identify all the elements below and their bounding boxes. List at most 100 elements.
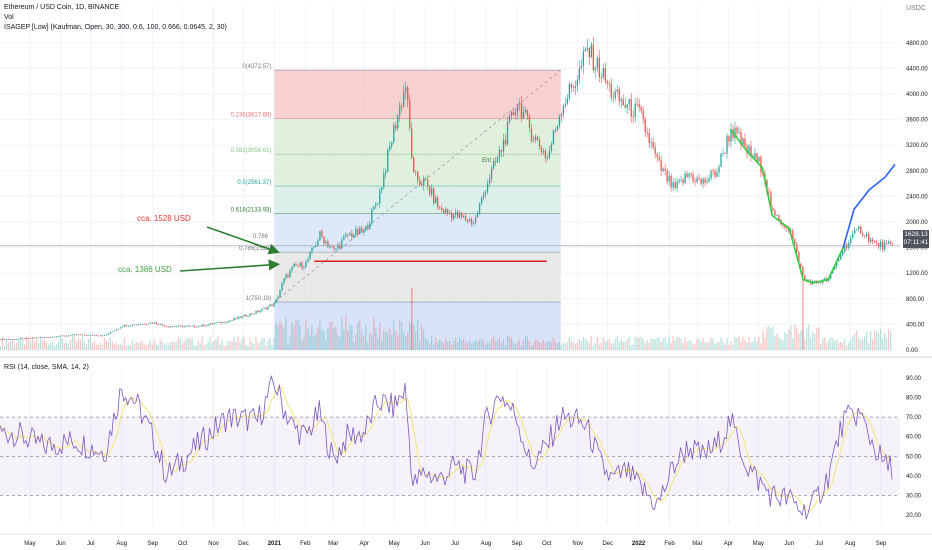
symbol-title[interactable]: Ethereum / USD Coin, 1D, BINANCE: [4, 4, 120, 11]
volume-bar: [638, 337, 640, 350]
candle: [411, 128, 413, 158]
volume-bar: [618, 341, 620, 350]
volume-bar: [407, 332, 409, 350]
candle: [688, 173, 690, 177]
volume-bar: [556, 343, 558, 350]
volume-bar: [660, 342, 662, 350]
volume-bar: [576, 342, 578, 350]
indicator-legend[interactable]: ISAGEP [Low] (Kaufman, Open, 30, 300, 0.…: [4, 24, 227, 31]
time-axis[interactable]: May Jun Jul Aug Sep Oct Nov Dec 2021 Feb Mar Apr May…: [0, 533, 932, 547]
candle: [736, 127, 738, 133]
candle: [385, 171, 387, 174]
volume-bar: [59, 336, 62, 350]
volume-bar: [682, 342, 684, 350]
candle: [365, 225, 367, 230]
candle: [616, 89, 618, 92]
candle: [247, 316, 249, 318]
candle: [321, 231, 323, 237]
volume-bar: [169, 342, 171, 350]
volume-bar: [564, 343, 566, 350]
volume-bar: [241, 338, 243, 350]
rsi-legend[interactable]: RSI (14, close, SMA, 14, 2): [4, 364, 89, 371]
volume-bar: [786, 333, 788, 350]
volume-bar: [798, 333, 800, 350]
upper-price-annotation[interactable]: cca. 1528 USD: [137, 214, 191, 223]
candle: [546, 157, 549, 159]
price-series[interactable]: [0, 36, 900, 340]
volume-bar: [47, 344, 50, 350]
volume-bar: [664, 337, 666, 350]
volume-bar: [454, 337, 457, 350]
price-axis[interactable]: 4800.00 4400.00 4000.00 3600.00 3200.00 2800.…: [906, 41, 928, 519]
candle: [5, 339, 8, 340]
volume-bar: [802, 280, 804, 350]
volume-bar: [367, 342, 369, 350]
candle: [355, 228, 357, 235]
candle: [437, 197, 439, 208]
volume-bar: [718, 342, 720, 350]
candle: [684, 173, 686, 184]
volume-bar: [127, 345, 129, 350]
indicator-line-green: [729, 128, 844, 284]
volume-bar: [778, 336, 780, 350]
candle: [147, 323, 149, 325]
candle: [301, 262, 303, 268]
candle: [542, 151, 545, 153]
time-tick-label: 2022: [632, 541, 646, 547]
volume-bar: [568, 337, 570, 350]
annotation-arrows[interactable]: [179, 226, 280, 272]
volume-bar: [153, 339, 155, 350]
volume-bar: [766, 327, 768, 350]
candle: [664, 168, 666, 171]
volume-bar: [476, 342, 479, 350]
candle: [335, 248, 337, 250]
candle: [640, 107, 642, 111]
candle: [498, 149, 501, 158]
price-tick-label: 0.00: [906, 348, 918, 354]
volume-bar: [135, 342, 137, 350]
candle: [838, 259, 840, 262]
candle: [139, 324, 141, 326]
time-tick-label: May: [24, 541, 35, 547]
volume-bar: [716, 342, 718, 350]
volume-bar: [445, 338, 447, 350]
candle: [375, 204, 377, 207]
candle: [558, 116, 561, 126]
volume-bar: [872, 339, 874, 350]
candle: [842, 251, 844, 255]
volume-bar: [562, 342, 564, 350]
candle: [87, 334, 90, 336]
candle: [299, 262, 301, 266]
volume-bar: [387, 332, 389, 350]
candle: [700, 178, 702, 184]
lower-price-annotation[interactable]: cca. 1386 USD: [118, 265, 172, 274]
time-tick-label: May: [753, 541, 764, 547]
candle: [361, 228, 363, 233]
candle: [79, 334, 82, 336]
volume-bar: [423, 329, 425, 350]
volume-bar: [868, 343, 870, 350]
volume-legend[interactable]: Vol: [4, 14, 14, 21]
time-tick-label: Jul: [815, 541, 823, 547]
volume-bar: [301, 340, 303, 350]
candle: [115, 329, 118, 331]
candle: [7, 339, 10, 340]
volume-bar: [295, 320, 297, 350]
volume-bar: [652, 338, 654, 350]
volume-bar: [818, 326, 820, 350]
volume-bar: [421, 324, 423, 350]
rsi-pane[interactable]: [0, 374, 900, 520]
candle: [620, 99, 622, 102]
candle: [89, 334, 92, 336]
volume-bar: [578, 339, 580, 350]
candle: [456, 212, 459, 218]
volume-bar: [209, 337, 211, 350]
candle: [718, 166, 720, 173]
candle: [778, 215, 780, 220]
candle: [223, 321, 225, 323]
volume-bar: [726, 338, 728, 350]
volume-bar: [648, 342, 650, 350]
fibonacci-retracement[interactable]: 0(4372.57) 0.236(3617.68) 0.382(3058.61) 0.…: [231, 64, 562, 350]
volume-bar: [195, 345, 197, 350]
